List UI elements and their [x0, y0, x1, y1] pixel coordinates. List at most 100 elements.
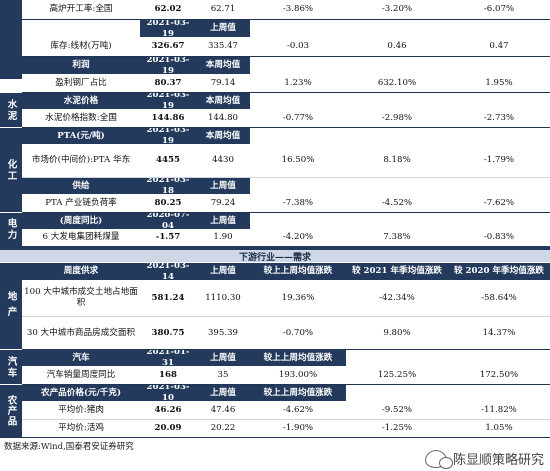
section-banner: 下游行业——需求: [0, 250, 550, 263]
change-1: -4.62%: [282, 404, 314, 415]
change-3: 0.47: [489, 41, 509, 51]
table-header-row: 农产品价格(元/千克) 2021-03-10 上周值 较上上周均值涨跌: [0, 385, 550, 401]
row-label: 汽车销量周度同比: [46, 369, 116, 380]
change-2: -9.52%: [381, 404, 413, 415]
table-header-row: (周度同比) 2020-07-04 上周值: [0, 213, 550, 229]
header-date: 2020-07-04: [140, 213, 196, 229]
power-section-label: 电力: [0, 213, 22, 246]
change-2: 125.25%: [377, 369, 417, 380]
section-text: 化工: [5, 158, 17, 182]
header-change-2: 较 2021 年季均值涨跌: [346, 263, 448, 280]
header-label: 农产品价格(元/千克): [22, 385, 140, 401]
divider: [22, 19, 550, 20]
change-1: -0.03: [286, 41, 310, 51]
change-2: -42.34%: [379, 292, 415, 303]
current-value: 144.86: [151, 112, 185, 123]
table-header-row: 2021-03-19 上周值: [0, 20, 550, 37]
current-value: 46.26: [154, 404, 182, 415]
table-row: 平均价:活鸡 20.09 20.22 -1.90% -1.25% 1.05%: [0, 420, 550, 437]
header-col: 本周均值: [196, 93, 250, 109]
section-text: 水泥: [5, 98, 17, 122]
previous-value: 395.39: [207, 327, 239, 338]
header-col: 上周值: [196, 385, 250, 401]
header-date: 2021-03-19: [140, 57, 196, 74]
header-label: (周度同比): [22, 213, 140, 229]
section-text: 农产品: [5, 395, 17, 427]
change-2: -3.20%: [381, 4, 413, 14]
change-1: -3.86%: [282, 4, 314, 14]
current-value: 62.02: [154, 4, 182, 14]
current-value: 581.24: [151, 292, 185, 303]
header-date: 2021-03-19: [140, 93, 196, 109]
current-value: 326.67: [151, 41, 185, 51]
header-change-1: 较上上周均值涨跌: [250, 385, 346, 401]
current-value: 80.37: [154, 77, 182, 88]
table-row: 水泥价格指数:全国 144.86 144.80 -0.77% -2.98% -2…: [0, 109, 550, 127]
header-label: 利润: [22, 57, 140, 74]
auto-section-label: 汽车: [0, 350, 22, 384]
change-3: -2.73%: [483, 112, 515, 123]
header-date: 2021-03-18: [140, 178, 196, 194]
previous-value: 144.80: [207, 112, 239, 123]
divider: [22, 127, 550, 128]
change-1: -4.20%: [282, 232, 314, 242]
row-label: PTA 产业链负荷率: [45, 197, 117, 208]
table-row: 30 大中城市商品房成交面积 380.75 395.39 -0.70% 9.80…: [0, 317, 550, 349]
row-label: 库存:线材(万吨): [50, 41, 112, 51]
previous-value: 79.14: [210, 77, 236, 88]
chemical-section-label: 化工: [0, 128, 22, 212]
table-row: 100 大中城市成交土地占地面积 581.24 1110.30 19.36% -…: [0, 280, 550, 316]
change-1: -0.77%: [282, 112, 314, 123]
change-3: -6.07%: [483, 4, 515, 14]
section-text: 地产: [5, 290, 17, 322]
change-3: -7.62%: [483, 197, 515, 208]
change-3: -58.64%: [481, 292, 517, 303]
section-text: 电力: [5, 218, 17, 241]
change-1: -7.38%: [282, 197, 314, 208]
row-label: 平均价:猪肉: [58, 404, 104, 415]
previous-value: 35: [217, 369, 229, 380]
table-row: 平均价:猪肉 46.26 47.46 -4.62% -9.52% -11.82%: [0, 401, 550, 419]
header-change-3: 较 2020 年季均值涨跌: [448, 263, 550, 280]
change-2: 632.10%: [377, 77, 417, 88]
previous-value: 62.71: [210, 4, 236, 14]
change-2: 0.46: [387, 41, 407, 51]
table-header-row: 供给 2021-03-18 上周值: [0, 178, 550, 194]
divider: [22, 212, 550, 213]
change-1: 1.23%: [284, 77, 312, 88]
current-value: 20.09: [154, 423, 182, 433]
change-2: -2.98%: [381, 112, 413, 123]
divider: [22, 92, 550, 93]
row-label: 市场价(中间价):PTA 华东: [31, 155, 131, 165]
change-1: 193.00%: [278, 369, 318, 380]
change-1: 19.36%: [281, 292, 315, 303]
header-date: 2021-03-19: [140, 128, 196, 144]
previous-value: 47.46: [210, 404, 236, 415]
agri-section-label: 农产品: [0, 385, 22, 437]
change-3: -11.82%: [481, 404, 517, 415]
divider: [22, 316, 550, 317]
table-header-row: 水泥价格 2021-03-19 本周均值: [0, 93, 550, 109]
realestate-section-label: 地产: [0, 263, 22, 349]
banner-rule: [0, 246, 550, 250]
divider: [0, 437, 550, 438]
current-value: 80.25: [154, 197, 182, 208]
row-label: 30 大中城市商品房成交面积: [26, 327, 136, 338]
change-2: 7.38%: [383, 232, 411, 242]
section-text: 汽车: [5, 355, 17, 379]
table-row: 6 大发电集团耗煤量 -1.57 1.90 -4.20% 7.38% -0.83…: [0, 229, 550, 246]
row-label: 盈利钢厂占比: [55, 77, 107, 88]
change-1: -1.90%: [282, 423, 314, 433]
change-3: 172.50%: [479, 369, 519, 380]
table-header-row: 汽车 2021-01-31 上周值 较上上周均值涨跌: [0, 350, 550, 366]
change-3: -0.83%: [483, 232, 515, 242]
table-row: 库存:线材(万吨) 326.67 335.47 -0.03 0.46 0.47: [0, 37, 550, 56]
header-label: 供给: [22, 178, 140, 194]
change-3: -1.79%: [483, 155, 515, 165]
header-change-1: 较上上周均值涨跌: [250, 263, 346, 280]
header-date: 2021-03-10: [140, 385, 196, 401]
cement-section-label: 水泥: [0, 93, 22, 127]
change-2: 9.80%: [383, 327, 411, 338]
table-row: 盈利钢厂占比 80.37 79.14 1.23% 632.10% 1.95%: [0, 74, 550, 92]
row-label: 高炉开工率:全国: [49, 4, 113, 14]
